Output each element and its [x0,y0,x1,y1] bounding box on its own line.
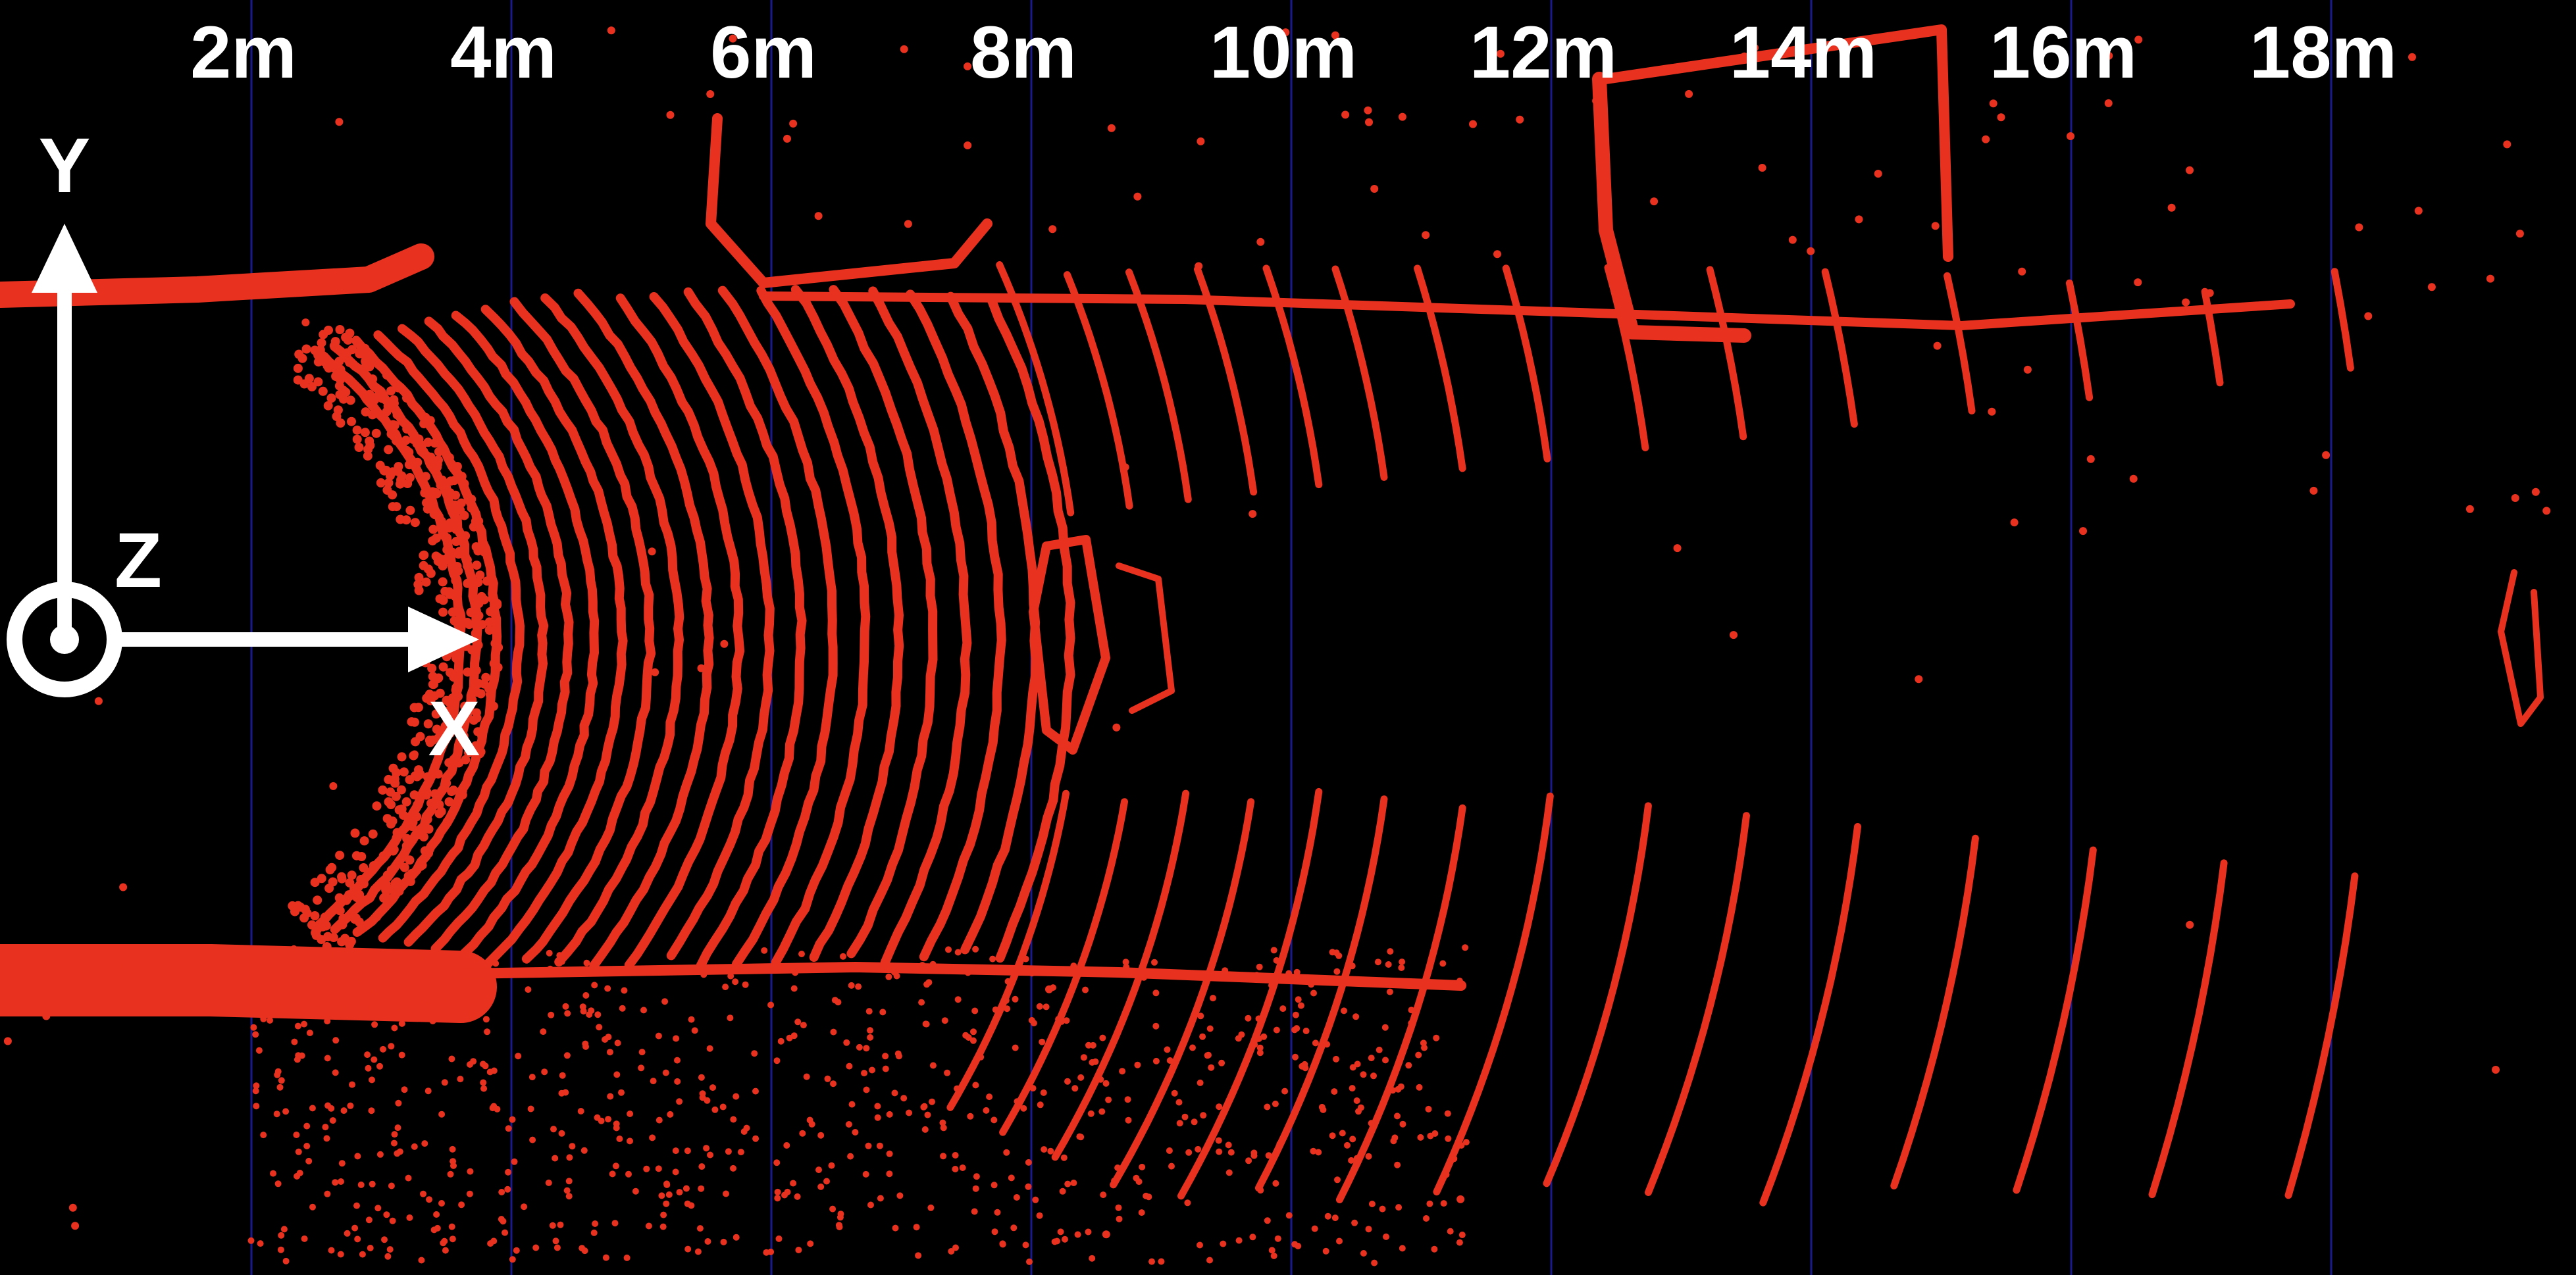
ground-ring [906,289,1006,962]
ground-ring [509,297,656,964]
ground-ring [790,285,904,962]
ground-ring [987,295,1075,963]
building-upper-c [706,113,992,288]
ground-ring-far-lower [1433,792,1554,1196]
distance-labels: 2m 4m 6m 8m 10m 12m 14m 16m 18m [190,11,2397,93]
ground-ring [373,330,525,943]
ground-ring-far-lower [1759,823,1861,1207]
ground-ring-far-upper [1706,266,1747,441]
distance-label-12m: 12m [1470,11,1617,93]
ground-ring [573,288,714,970]
ground-ring [424,316,574,954]
ground-ring [615,293,745,970]
ground-ring-far-upper [1821,268,1858,428]
building-upper-a [1592,72,1751,343]
ground-ring [451,311,600,965]
distance-label-4m: 4m [450,11,557,93]
ground-ring-far-upper [1944,272,1976,414]
z-axis-circle-icon [7,582,122,697]
ground-ring [480,305,628,970]
ground-ring [351,336,502,937]
vegetation-points [247,944,1470,1266]
y-axis-arrowhead [32,224,97,293]
ground-ring-far-lower [1890,834,1979,1189]
ground-ring-far-upper [2065,279,2094,401]
ground-ring [868,286,972,967]
ground-ring-far-upper [1414,264,1466,472]
ground-ring-far-lower [2284,872,2359,1199]
ground-ring-far-lower [1110,798,1255,1189]
ground-ring [717,286,838,969]
x-axis-label: X [428,686,480,772]
ground-ring-far-lower [1254,795,1388,1192]
building-upper-b [1601,24,1953,262]
ground-ring [829,285,938,959]
distance-label-16m: 16m [1990,11,2137,93]
distance-label-8m: 8m [970,11,1077,93]
sparse-points [3,26,2551,1239]
ground-ring [683,287,807,970]
wall-upper-left [0,243,434,308]
distance-label-10m: 10m [1210,11,1357,93]
distance-label-2m: 2m [190,11,297,93]
object-car-center-b [1116,562,1175,714]
ground-ring-far-lower [1177,788,1323,1200]
curb-upper-right [759,291,2295,330]
x-axis-arrowhead [408,607,479,672]
ground-ring [649,292,775,961]
coordinate-frame: Y X Z [7,122,480,772]
ground-ring [756,286,871,967]
z-axis-dot-icon [50,625,79,654]
ground-ring-far-lower [1543,802,1652,1188]
ground-ring-far-lower [1645,812,1750,1196]
ground-ring [398,324,549,947]
ground-ring-far-lower [2148,859,2228,1199]
distance-label-14m: 14m [1730,11,1877,93]
ground-ring-far-upper [2331,268,2354,372]
z-axis-label: Z [115,517,162,604]
ground-ring-far-lower [1335,804,1466,1203]
object-car-center [1029,535,1110,755]
object-right [2498,569,2544,727]
ground-ring-far-upper [996,261,1075,516]
ground-ring-far-upper [1604,264,1649,451]
ground-ring-far-upper [1194,265,1258,496]
distance-label-18m: 18m [2250,11,2397,93]
y-axis-label: Y [39,122,91,209]
distance-label-6m: 6m [710,11,817,93]
ground-ring-far-upper [1502,264,1551,463]
ground-ring-far-lower [946,789,1070,1111]
ground-ring-far-lower [1051,789,1190,1161]
ground-ring [540,293,684,967]
wall-lower-left [0,944,497,1023]
ground-ring-far-lower [2013,846,2097,1194]
ground-ring-far-upper [1125,268,1192,503]
near-ring-clump [288,325,503,959]
